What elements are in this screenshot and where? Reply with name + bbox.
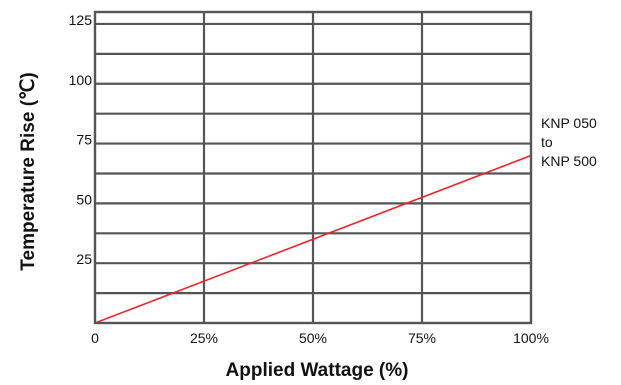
grid [95, 12, 531, 323]
x-tick-label: 75% [408, 330, 436, 346]
y-tick-label: 50 [76, 191, 92, 207]
y-tick-label: 25 [76, 251, 92, 267]
series-layer [94, 154, 532, 324]
x-axis-title: Applied Wattage (%) [226, 360, 409, 380]
x-tick-label: 50% [299, 330, 327, 346]
series-label-line: KNP 500 [541, 153, 597, 169]
tick-labels: 0 25% 50% 75% 100% 25 50 75 100 125 [69, 12, 549, 346]
plot-border [93, 10, 533, 325]
series-line [94, 154, 532, 324]
y-axis-title: Temperature Rise (℃) [18, 72, 39, 270]
y-tick-label: 125 [69, 12, 93, 28]
x-tick-label: 0 [91, 330, 99, 346]
series-label-line: to [541, 134, 553, 150]
x-tick-label: 25% [190, 330, 218, 346]
y-tick-label: 100 [69, 72, 93, 88]
y-tick-label: 75 [76, 132, 92, 148]
x-tick-label: 100% [513, 330, 549, 346]
series-label: KNP 050 to KNP 500 [541, 115, 597, 169]
series-label-line: KNP 050 [541, 115, 597, 131]
plot-frame [93, 10, 533, 325]
